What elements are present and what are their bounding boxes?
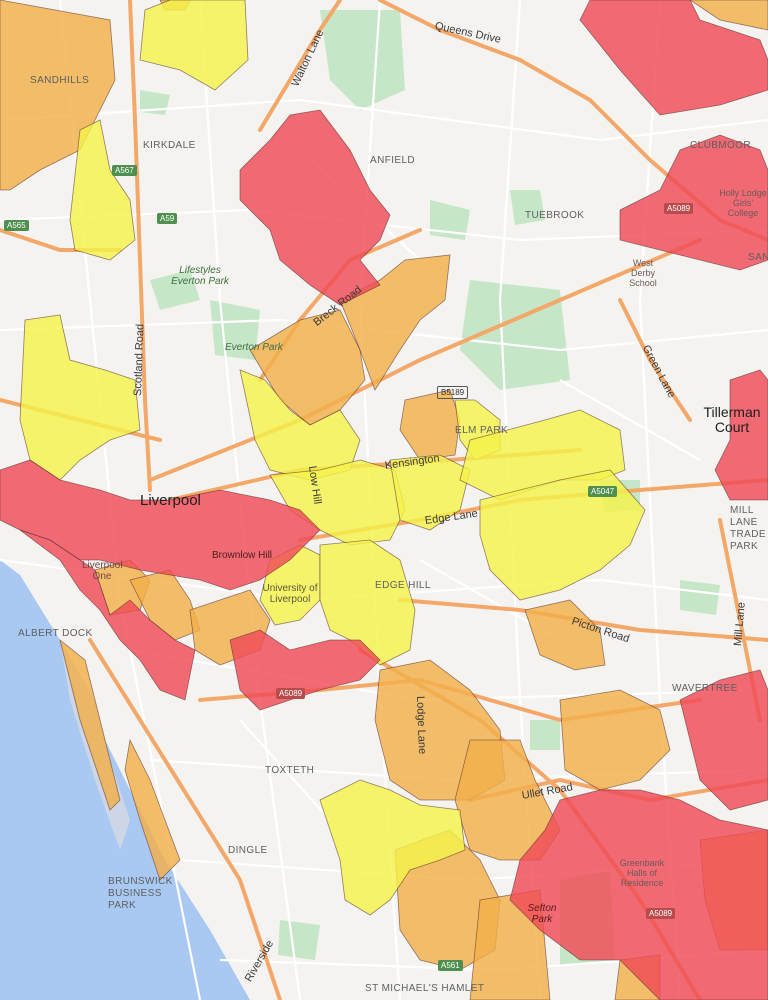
road-label-scotland-road: Scotland Road bbox=[132, 323, 147, 397]
zone-red bbox=[619, 134, 768, 271]
zone-yellow bbox=[19, 314, 141, 481]
area-label-tuebrook: TUEBROOK bbox=[525, 210, 585, 221]
area-label-toxteth: TOXTETH bbox=[265, 765, 315, 776]
area-label-sandhills: SANDHILLS bbox=[30, 75, 90, 86]
road-shield-a5089-south: A5089 bbox=[276, 688, 306, 699]
park-label-everton-park: Everton Park bbox=[225, 342, 283, 353]
area-label-kirkdale: KIRKDALE bbox=[143, 140, 196, 151]
zone-orange bbox=[59, 638, 121, 811]
zone-yellow bbox=[239, 369, 361, 481]
road-shield-a59: A59 bbox=[157, 213, 178, 224]
zone-orange bbox=[689, 0, 768, 31]
zone-orange bbox=[399, 389, 461, 461]
area-label-st-michaels: ST MICHAEL'S HAMLET bbox=[365, 983, 485, 994]
road-shield-a561: A561 bbox=[438, 960, 463, 971]
label-tillerman-court: Tillerman Court bbox=[703, 404, 761, 435]
park-label-lifestyles: Lifestyles Everton Park bbox=[171, 265, 229, 287]
riverside-drive bbox=[88, 638, 282, 1000]
zone-red bbox=[239, 109, 391, 306]
zone-red bbox=[679, 669, 768, 811]
park-label-sefton-park: Sefton Park bbox=[527, 903, 557, 925]
road-shield-a565: A565 bbox=[4, 220, 29, 231]
zone-red bbox=[19, 529, 196, 701]
road-shield-a5089-east: A5089 bbox=[646, 908, 676, 919]
zone-yellow bbox=[479, 469, 646, 601]
area-label-edge-hill: EDGE HILL bbox=[375, 580, 431, 591]
zone-red bbox=[714, 369, 768, 501]
zone-red bbox=[229, 629, 381, 711]
road-shield-a5047: A5047 bbox=[588, 486, 618, 497]
area-label-clubmoor: CLUBMOOR bbox=[690, 140, 751, 151]
zone-orange bbox=[524, 599, 606, 671]
zone-orange bbox=[559, 689, 671, 791]
area-label-elm-park: ELM PARK bbox=[455, 425, 509, 436]
zone-yellow bbox=[319, 539, 416, 666]
zone-red bbox=[579, 0, 768, 116]
zone-yellow bbox=[389, 454, 471, 531]
river-mersey bbox=[0, 560, 250, 1000]
area-label-wavertree: WAVERTREE bbox=[672, 683, 738, 694]
road-label-lodge-lane: Lodge Lane bbox=[414, 695, 429, 755]
zone-yellow bbox=[139, 0, 249, 91]
zone-orange bbox=[124, 738, 181, 881]
zone-red bbox=[509, 789, 768, 1000]
walton-lane bbox=[258, 0, 342, 132]
poi-holly-lodge: Holly Lodge Girls' College bbox=[719, 188, 767, 218]
green-lane bbox=[618, 298, 692, 422]
poi-west-derby-school: West Derby School bbox=[629, 258, 657, 288]
area-label-anfield: ANFIELD bbox=[370, 155, 416, 166]
area-label-mill-lane-trade-park: MILL LANE TRADE PARK bbox=[730, 505, 766, 552]
poi-greenbank-halls: Greenbank Halls of Residence bbox=[619, 858, 665, 888]
road-shield-a567: A567 bbox=[112, 165, 137, 176]
city-label-liverpool: Liverpool bbox=[140, 492, 201, 509]
label-brownlow-hill: Brownlow Hill bbox=[212, 550, 273, 561]
area-label-dingle: DINGLE bbox=[228, 845, 268, 856]
zone-yellow bbox=[319, 779, 466, 916]
road-shield-a5089-north: A5089 bbox=[664, 203, 694, 214]
area-label-sand: SAND bbox=[748, 252, 768, 263]
road-shield-b5189: B5189 bbox=[437, 386, 469, 399]
scotland-road bbox=[128, 0, 152, 492]
area-label-brunswick: BRUNSWICK BUSINESS PARK bbox=[108, 876, 173, 911]
zone-yellow bbox=[69, 119, 136, 261]
area-label-albert-dock: ALBERT DOCK bbox=[18, 628, 93, 639]
west-derby-road bbox=[148, 238, 702, 482]
label-liverpool-one: Liverpool One bbox=[82, 560, 123, 582]
label-university: University of Liverpool bbox=[262, 583, 318, 605]
